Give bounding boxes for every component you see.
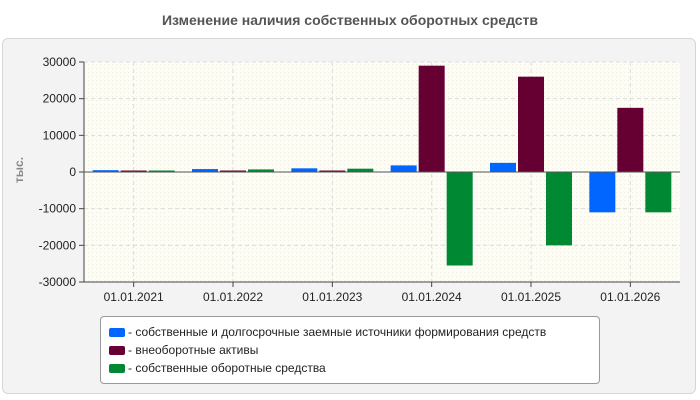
bar-1 (490, 162, 516, 172)
y-tick-label: -10000 (39, 202, 77, 216)
x-tick-label: 01.01.2025 (501, 290, 561, 304)
bar-2 (220, 170, 246, 172)
bar-2 (418, 65, 445, 172)
y-tick-label: -30000 (39, 275, 77, 289)
chart-title: Изменение наличия собственных оборотных … (161, 12, 539, 28)
bar-1 (92, 170, 119, 172)
legend-swatch-noncurrent-assets (109, 345, 125, 355)
legend-label-noncurrent-assets: - внеоборотные активы (128, 343, 259, 357)
x-tick-label: 01.01.2023 (302, 290, 362, 304)
bar-2 (120, 170, 147, 172)
bar-3 (248, 169, 274, 172)
y-tick-label: -20000 (39, 238, 77, 252)
x-tick-label: 01.01.2021 (104, 290, 164, 304)
bar-3 (645, 172, 672, 213)
y-tick-label: 30000 (43, 55, 77, 69)
legend-item-sources: - собственные и долгосрочные заемные ист… (109, 323, 599, 341)
bar-1 (291, 168, 318, 172)
bar-3 (148, 170, 175, 172)
x-tick-label: 01.01.2026 (600, 290, 660, 304)
bar-3 (347, 168, 374, 172)
bar-2 (518, 76, 544, 172)
bar-2 (617, 107, 644, 172)
y-tick-label: 0 (69, 165, 76, 179)
bar-3 (446, 172, 473, 266)
x-tick-label: 01.01.2024 (402, 290, 462, 304)
legend: - собственные и долгосрочные заемные ист… (100, 316, 600, 384)
bar-1 (390, 165, 417, 172)
bar-2 (319, 170, 346, 172)
y-axis-label: тыс. (4, 150, 34, 190)
legend-label-sources: - собственные и долгосрочные заемные ист… (128, 325, 547, 339)
legend-item-noncurrent-assets: - внеоборотные активы (109, 341, 599, 359)
legend-swatch-sources (109, 327, 125, 337)
bar-1 (192, 169, 218, 172)
legend-item-working-capital: - собственные оборотные средства (109, 359, 599, 377)
y-axis-label-text: тыс. (12, 156, 26, 184)
y-tick-label: 20000 (43, 92, 77, 106)
bar-1 (589, 172, 616, 213)
legend-swatch-working-capital (109, 363, 125, 373)
legend-label-working-capital: - собственные оборотные средства (128, 361, 326, 375)
x-tick-label: 01.01.2022 (203, 290, 263, 304)
bar-3 (546, 172, 572, 246)
y-tick-label: 10000 (43, 128, 77, 142)
